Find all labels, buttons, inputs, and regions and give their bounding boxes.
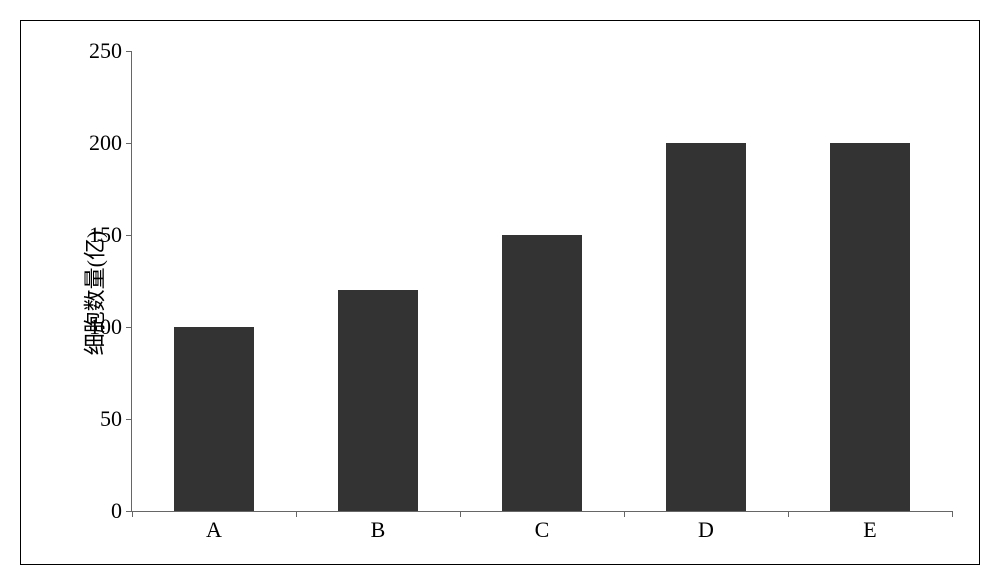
y-tick-mark [126, 327, 132, 328]
x-tick-mark [952, 511, 953, 517]
x-tick-mark [132, 511, 133, 517]
x-tick-label: D [698, 517, 714, 543]
x-tick-label: E [863, 517, 876, 543]
y-tick-label: 250 [72, 38, 122, 64]
bar [666, 143, 746, 511]
y-tick-label: 0 [72, 498, 122, 524]
bar [174, 327, 254, 511]
bar [338, 290, 418, 511]
y-tick-label: 200 [72, 130, 122, 156]
y-tick-label: 100 [72, 314, 122, 340]
x-tick-mark [460, 511, 461, 517]
x-tick-mark [788, 511, 789, 517]
x-tick-mark [296, 511, 297, 517]
x-tick-label: A [206, 517, 222, 543]
plot-area: 050100150200250ABCDE [131, 51, 952, 512]
y-tick-label: 50 [72, 406, 122, 432]
y-tick-mark [126, 235, 132, 236]
y-tick-mark [126, 51, 132, 52]
bar [830, 143, 910, 511]
y-tick-label: 150 [72, 222, 122, 248]
x-tick-label: C [535, 517, 550, 543]
y-tick-mark [126, 419, 132, 420]
y-tick-mark [126, 143, 132, 144]
bar [502, 235, 582, 511]
x-tick-mark [624, 511, 625, 517]
x-tick-label: B [371, 517, 386, 543]
chart-frame: 细胞数量(亿) 050100150200250ABCDE [20, 20, 980, 565]
